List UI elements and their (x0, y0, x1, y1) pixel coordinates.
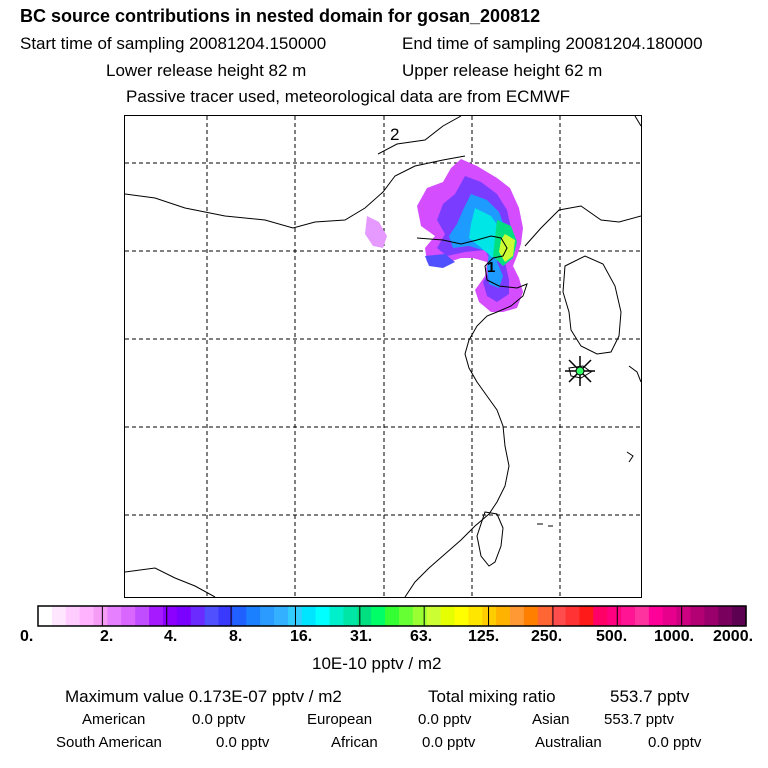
colorbar-segment (357, 606, 372, 626)
colorbar-segment (579, 606, 594, 626)
total-mixing-value: 553.7 pptv (610, 687, 690, 706)
colorbar-segment (537, 606, 553, 626)
colorbar-segment (274, 606, 289, 626)
colorbar-segment (176, 606, 192, 626)
colorbar-segment (65, 606, 81, 626)
african-label: African (331, 734, 378, 751)
colorbar-segment (260, 606, 275, 626)
australian-value: 0.0 pptv (648, 734, 702, 751)
grid-lines (125, 116, 641, 597)
end-time-label: End time of sampling 20081204.180000 (402, 34, 703, 53)
colorbar-segment (440, 606, 456, 626)
colorbar-segment (135, 606, 150, 626)
tick-8: 8. (229, 628, 243, 645)
colorbar-segment (468, 606, 483, 626)
colorbar-segment (718, 606, 733, 626)
colorbar-segment (398, 606, 414, 626)
tick-125: 125. (468, 628, 500, 645)
american-label: American (82, 711, 146, 728)
south-american-value: 0.0 pptv (216, 734, 270, 751)
colorbar-segment (704, 606, 719, 626)
colorbar-segment (676, 606, 692, 626)
concentration-plume (365, 159, 523, 312)
australian-label: Australian (535, 734, 602, 751)
colorbar-segment (565, 606, 581, 626)
colorbar-segment (523, 606, 539, 626)
colorbar-segment (593, 606, 608, 626)
map-panel: 2 1 (124, 115, 642, 598)
african-value: 0.0 pptv (422, 734, 476, 751)
max-value-label: Maximum value 0.173E-07 pptv / m2 (65, 687, 342, 706)
start-time-label: Start time of sampling 20081204.150000 (20, 34, 327, 53)
colorbar-segment (315, 606, 331, 626)
colorbar-segment (482, 606, 497, 626)
tick-4: 4. (164, 628, 178, 645)
colorbar-segment (121, 606, 136, 626)
tick-500: 500. (596, 628, 628, 645)
colorbar-segment (371, 606, 386, 626)
colorbar-segment (634, 606, 650, 626)
map-label-1: 1 (487, 259, 495, 276)
colorbar-segment (648, 606, 664, 626)
colorbar-segment (218, 606, 233, 626)
colorbar-segment (301, 606, 317, 626)
colorbar-segment (343, 606, 358, 626)
colorbar-segment (79, 606, 95, 626)
plot-title: BC source contributions in nested domain… (20, 6, 541, 26)
colorbar-segment (454, 606, 469, 626)
colorbar-segment (51, 606, 67, 626)
total-mixing-label: Total mixing ratio (428, 687, 556, 706)
tick-16: 16. (290, 628, 313, 645)
colorbar-segment (551, 606, 567, 626)
colorbar-segment (204, 606, 220, 626)
upper-release-label: Upper release height 62 m (402, 61, 603, 80)
european-label: European (307, 711, 373, 728)
tracer-note: Passive tracer used, meteorological data… (126, 87, 571, 106)
american-value: 0.0 pptv (192, 711, 246, 728)
colorbar-segment (607, 606, 622, 626)
coastlines (125, 116, 641, 597)
colorbar-segment (38, 606, 53, 626)
colorbar-segment (510, 606, 525, 626)
tick-2: 2. (100, 628, 114, 645)
colorbar-segment (149, 606, 164, 626)
colorbar-segment (329, 606, 345, 626)
colorbar-segment (93, 606, 109, 626)
colorbar-units: 10E-10 pptv / m2 (312, 654, 442, 673)
lower-release-label: Lower release height 82 m (106, 61, 307, 80)
colorbar-segment (496, 606, 511, 626)
european-value: 0.0 pptv (418, 711, 472, 728)
colorbar-segment (621, 606, 636, 626)
tick-1000: 1000. (654, 628, 695, 645)
colorbar-segment (426, 606, 442, 626)
colorbar-segment (107, 606, 122, 626)
colorbar-segment (385, 606, 400, 626)
colorbar-segment (412, 606, 428, 626)
colorbar-segment (246, 606, 261, 626)
map-canvas: 2 1 (125, 116, 641, 597)
tick-63: 63. (410, 628, 433, 645)
colorbar-segment (190, 606, 206, 626)
colorbar-segment (162, 606, 178, 626)
colorbar-border (37, 605, 747, 627)
colorbar-segment (232, 606, 247, 626)
tick-250: 250. (531, 628, 563, 645)
release-site-star (565, 356, 595, 386)
tick-2000: 2000. (713, 628, 754, 645)
map-label-2: 2 (390, 125, 399, 144)
tick-31: 31. (350, 628, 373, 645)
south-american-label: South American (56, 734, 162, 751)
colorbar-segment (732, 606, 747, 626)
colorbar-segment (690, 606, 705, 626)
colorbar-segment (662, 606, 678, 626)
tick-0: 0. (20, 628, 34, 645)
asian-value: 553.7 pptv (604, 711, 675, 728)
asian-label: Asian (532, 711, 570, 728)
colorbar (37, 605, 747, 627)
